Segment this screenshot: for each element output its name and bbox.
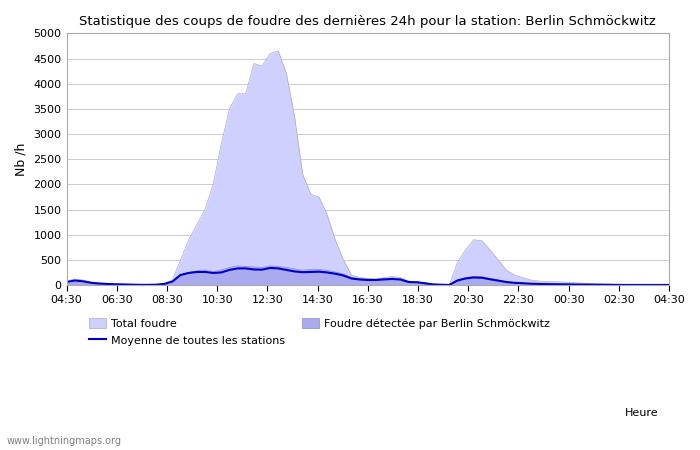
Text: www.lightningmaps.org: www.lightningmaps.org: [7, 436, 122, 446]
Text: Heure: Heure: [624, 409, 658, 419]
Y-axis label: Nb /h: Nb /h: [15, 143, 28, 176]
Title: Statistique des coups de foudre des dernières 24h pour la station: Berlin Schmöc: Statistique des coups de foudre des dern…: [80, 15, 656, 28]
Legend: Total foudre, Moyenne de toutes les stations, Foudre détectée par Berlin Schmöck: Total foudre, Moyenne de toutes les stat…: [85, 314, 554, 350]
